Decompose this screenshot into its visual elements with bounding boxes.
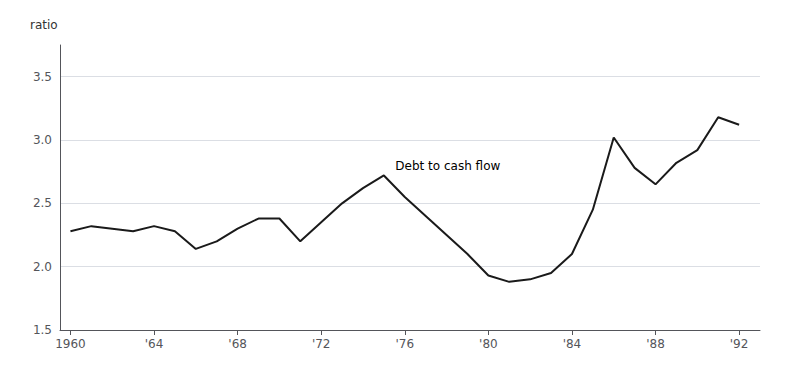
svg-text:ratio: ratio <box>30 18 58 32</box>
svg-text:3.0: 3.0 <box>33 133 52 147</box>
svg-text:'84: '84 <box>563 337 582 351</box>
svg-text:'64: '64 <box>145 337 164 351</box>
svg-text:'92: '92 <box>730 337 749 351</box>
svg-text:3.5: 3.5 <box>33 70 52 84</box>
svg-text:'80: '80 <box>479 337 498 351</box>
svg-text:Debt to cash flow: Debt to cash flow <box>395 159 500 173</box>
svg-text:1960: 1960 <box>55 337 86 351</box>
svg-text:'88: '88 <box>646 337 665 351</box>
svg-text:2.5: 2.5 <box>33 196 52 210</box>
svg-text:'76: '76 <box>395 337 414 351</box>
svg-text:2.0: 2.0 <box>33 260 52 274</box>
svg-text:1.5: 1.5 <box>33 323 52 337</box>
svg-text:'72: '72 <box>312 337 331 351</box>
svg-text:'68: '68 <box>228 337 247 351</box>
